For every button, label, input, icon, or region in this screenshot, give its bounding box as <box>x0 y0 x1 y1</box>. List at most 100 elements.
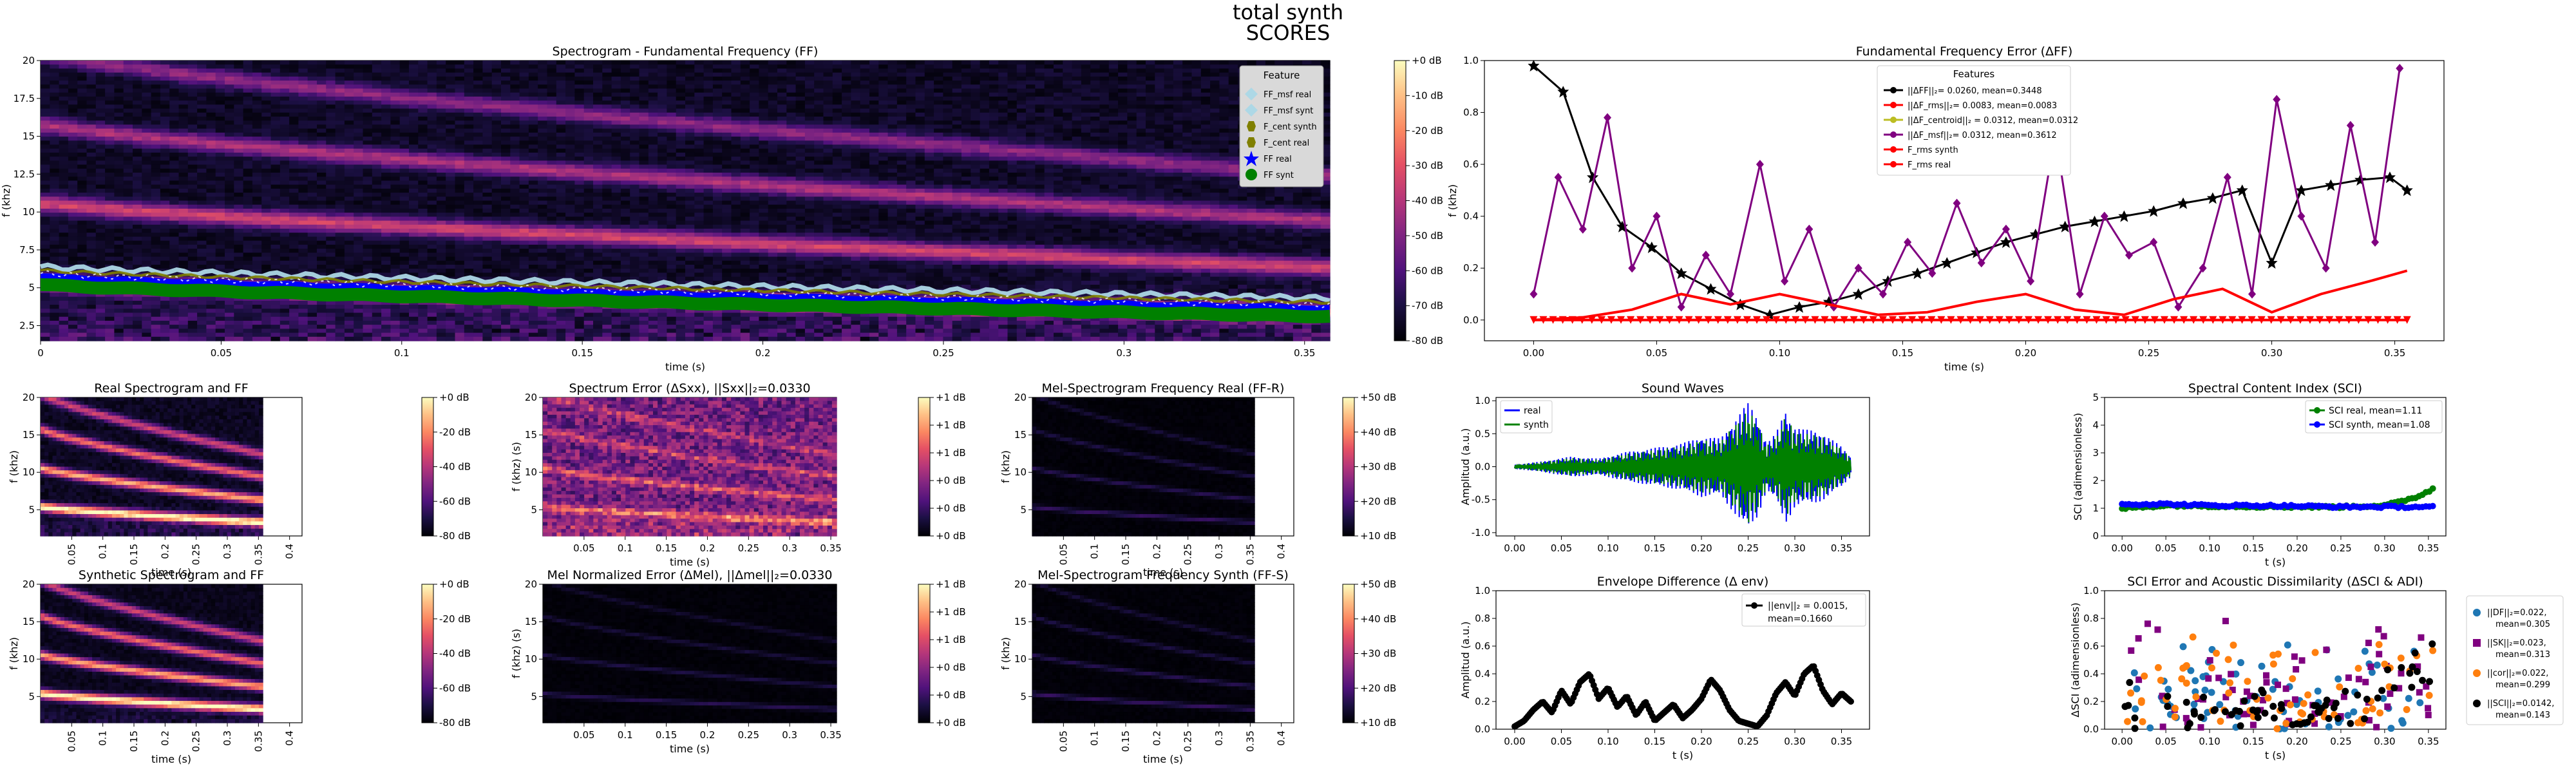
legend-entry: ||env||₂ = 0.0015, <box>1768 601 1848 611</box>
y-tick-label: 4 <box>2092 419 2099 431</box>
legend-entry: real <box>1524 406 1541 416</box>
point-sci-error <box>2361 715 2368 722</box>
point-sci-error <box>2301 719 2308 726</box>
x-tick-label: 0.15 <box>1120 730 1132 752</box>
point-sci-error <box>2376 641 2383 648</box>
x-tick-label: 0.1 <box>1089 544 1101 559</box>
colorbar-gradient <box>1394 61 1406 341</box>
chart-env: Envelope Difference (Δ env)0.00 0.05 0.10 0… <box>1459 575 1870 761</box>
x-axis-label: time (s) <box>670 556 710 568</box>
point-sci-error <box>2192 677 2199 684</box>
point-sci-error <box>2154 626 2161 633</box>
x-axis-label: t (s) <box>2265 749 2286 761</box>
colorbar-tick-label: -40 dB <box>439 648 471 660</box>
point-sci-error <box>2213 650 2220 657</box>
legend-marker <box>1890 161 1897 167</box>
colorbar-tick-label: +0 dB <box>936 662 966 673</box>
spectrogram-image <box>41 584 263 723</box>
x-axis-label: time (s) <box>1944 361 1984 373</box>
chart-spec_main: Spectrogram - Fundamental Frequency (FF)… <box>0 44 1331 373</box>
colorbar-tick-label: -30 dB <box>1412 160 1443 171</box>
colorbar-spec_err: +1 dB+1 dB+1 dB+0 dB+0 dB+0 dB <box>918 392 966 542</box>
point-dmsf <box>2297 212 2305 221</box>
point-sci-error <box>2300 700 2307 707</box>
y-tick-label: 0 <box>2092 530 2099 542</box>
legend-marker <box>2314 407 2320 414</box>
point-sci-error <box>2269 651 2277 658</box>
y-tick-label: 20 <box>1014 392 1027 403</box>
y-tick-label: 1.0 <box>2083 585 2099 596</box>
point-sci-error <box>2363 696 2371 703</box>
x-tick-label: 0.20 <box>2286 736 2307 747</box>
x-tick-label: 0.15 <box>656 729 677 741</box>
point-dmsf <box>1653 212 1660 221</box>
colorbar-spec_synth: +0 dB-20 dB-40 dB-60 dB-80 dB <box>422 578 471 729</box>
point-sci-error <box>2418 635 2424 641</box>
legend-marker <box>1890 117 1897 123</box>
point-sci-error <box>2228 711 2235 718</box>
x-tick-label: 0.15 <box>1644 542 1665 554</box>
point-sci-error <box>2284 642 2291 649</box>
point-sci-error <box>2207 657 2213 663</box>
y-tick-label: 5 <box>28 504 35 515</box>
x-tick-label: 0.2 <box>700 729 715 741</box>
point-sci-error <box>2226 680 2233 687</box>
chart-title: Fundamental Frequency Error (ΔFF) <box>1856 44 2073 59</box>
x-tick-label: 0.3 <box>1213 544 1225 559</box>
legend-marker <box>1890 87 1897 93</box>
y-tick-label: 7.5 <box>19 244 35 256</box>
point-sci-error <box>2282 720 2289 727</box>
colorbar-tick-label: -10 dB <box>1412 90 1443 101</box>
colorbar-gradient <box>1343 584 1354 723</box>
point-sci-error <box>2264 694 2271 701</box>
y-axis-label: f (khz) <box>8 450 20 483</box>
point-sci-error <box>2258 687 2265 694</box>
x-tick-label: 0.15 <box>1644 736 1665 747</box>
point-dmsf <box>2396 64 2403 73</box>
point-sci-error <box>2201 687 2208 694</box>
point-sci-error <box>2197 724 2204 730</box>
point-sci-error <box>2240 698 2248 705</box>
point-sci-error <box>2131 669 2138 676</box>
point-sci-error <box>2283 685 2289 692</box>
point-sci-error <box>2172 705 2179 712</box>
point-dmsf <box>2027 276 2034 285</box>
point-sci-error <box>2192 693 2199 700</box>
x-tick-label: 0.1 <box>394 347 410 359</box>
legend: ||env||₂ = 0.0015,mean=0.1660 <box>1742 594 1866 626</box>
y-tick-label: 2 <box>2092 475 2099 486</box>
chart-spec_synth: Synthetic Spectrogram and FF0.05 0.1 0.15 0… <box>8 568 302 765</box>
x-tick-label: 0 <box>37 347 44 359</box>
x-tick-label: 0.3 <box>222 730 233 746</box>
x-tick-label: 0.15 <box>1892 347 1913 359</box>
x-tick-label: 0.35 <box>252 544 264 565</box>
colorbar-tick-label: +1 dB <box>936 606 966 618</box>
point-sci-error <box>2217 718 2224 725</box>
chart-title: Sound Waves <box>1642 381 1724 396</box>
point-sci-error <box>2342 688 2349 695</box>
x-tick-label: 0.1 <box>618 542 633 554</box>
point-sci-error <box>2429 640 2436 647</box>
colorbar-tick-label: +0 dB <box>936 502 966 514</box>
point-dmsf <box>1530 290 1537 299</box>
figure-title-line2: SCORES <box>0 22 2576 44</box>
y-tick-label: 10 <box>23 206 35 218</box>
x-axis-label: time (s) <box>670 743 710 755</box>
legend-entry: FF_msf synt <box>1264 106 1313 116</box>
legend-marker <box>2314 421 2320 428</box>
x-tick-label: 0.35 <box>2384 347 2405 359</box>
point-dmsf <box>1953 199 1961 208</box>
chart-title: Real Spectrogram and FF <box>94 381 248 396</box>
point-sci-error <box>2299 657 2306 663</box>
point-sci-error <box>2304 691 2311 698</box>
legend-entry: FF real <box>1264 155 1292 164</box>
y-tick-label: 10 <box>23 653 35 665</box>
point-sci-error <box>2384 666 2391 673</box>
point-sci-error <box>2387 725 2394 732</box>
point-sci-error <box>2345 674 2352 681</box>
colorbar-tick-label: -40 dB <box>1412 195 1443 207</box>
y-tick-label: 20 <box>23 392 35 403</box>
y-tick-label: 5 <box>531 691 537 702</box>
